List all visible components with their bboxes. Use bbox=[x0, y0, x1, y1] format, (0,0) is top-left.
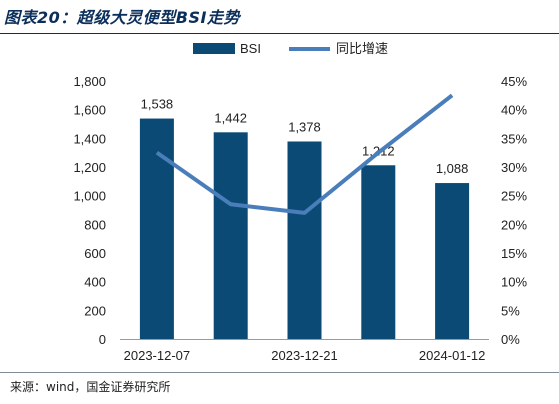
y-right-tick-label: 20% bbox=[501, 217, 527, 232]
legend: BSI 同比增速 bbox=[193, 41, 388, 56]
y-left-tick-label: 1,200 bbox=[73, 160, 106, 175]
y-left-tick-label: 400 bbox=[84, 275, 106, 290]
y-right-tick-label: 35% bbox=[501, 131, 527, 146]
bsi-bar bbox=[287, 141, 322, 339]
x-tick-label: 2023-12-21 bbox=[271, 348, 338, 363]
y-right-tick-label: 45% bbox=[501, 74, 527, 89]
y-right-tick-label: 15% bbox=[501, 246, 527, 261]
legend-bsi-swatch bbox=[193, 43, 235, 54]
y-left-tick-label: 1,400 bbox=[73, 131, 106, 146]
y-right-tick-label: 0% bbox=[501, 332, 520, 347]
y-left-tick-label: 1,000 bbox=[73, 189, 106, 204]
bsi-chart: BSI 同比增速 0 200 400 600 800 1,000 1,200 1,400 1,6… bbox=[73, 41, 527, 363]
bsi-bars bbox=[139, 118, 470, 339]
source-note: 来源：wind，国金证券研究所 bbox=[10, 380, 171, 394]
growth-line-series bbox=[155, 93, 454, 215]
y-left-tick-label: 0 bbox=[99, 332, 106, 347]
bsi-data-label: 1,442 bbox=[214, 110, 247, 125]
figure-title: 图表20：超级大灵便型BSI走势 bbox=[4, 8, 240, 27]
bsi-bar bbox=[139, 118, 174, 339]
y-right-tick-label: 10% bbox=[501, 275, 527, 290]
x-tick-label: 2024-01-12 bbox=[419, 348, 486, 363]
bsi-bar bbox=[435, 183, 470, 339]
bsi-data-label: 1,088 bbox=[436, 161, 469, 176]
y-left-axis: 0 200 400 600 800 1,000 1,200 1,400 1,600 1,800 bbox=[73, 74, 106, 347]
y-left-tick-label: 1,600 bbox=[73, 103, 106, 118]
growth-line bbox=[155, 93, 454, 215]
bsi-bar bbox=[361, 165, 396, 339]
y-right-tick-label: 5% bbox=[501, 303, 520, 318]
bsi-data-label: 1,538 bbox=[141, 97, 174, 112]
source-divider bbox=[0, 372, 559, 373]
x-tick-label: 2023-12-07 bbox=[124, 348, 191, 363]
y-right-axis: 0% 5% 10% 15% 20% 25% 30% 35% 40% 45% bbox=[501, 74, 527, 347]
y-right-tick-label: 25% bbox=[501, 189, 527, 204]
x-axis: 2023-12-07 2023-12-21 2024-01-12 bbox=[124, 348, 486, 363]
legend-bsi-label: BSI bbox=[240, 41, 261, 56]
bsi-data-label: 1,378 bbox=[288, 119, 321, 134]
legend-growth-label: 同比增速 bbox=[336, 41, 388, 56]
y-left-tick-label: 1,800 bbox=[73, 74, 106, 89]
title-divider bbox=[0, 33, 559, 34]
y-right-tick-label: 30% bbox=[501, 160, 527, 175]
y-left-tick-label: 600 bbox=[84, 246, 106, 261]
bsi-bar bbox=[213, 132, 248, 339]
y-left-tick-label: 800 bbox=[84, 217, 106, 232]
y-left-tick-label: 200 bbox=[84, 303, 106, 318]
y-right-tick-label: 40% bbox=[501, 103, 527, 118]
